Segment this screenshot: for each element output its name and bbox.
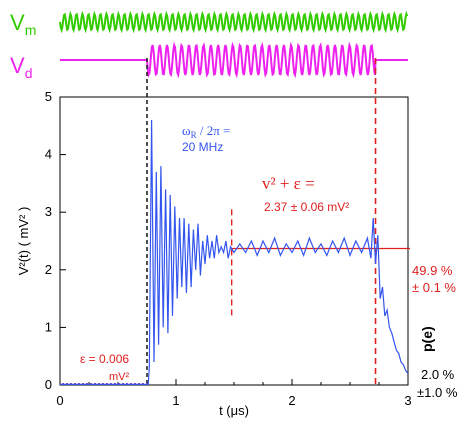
y-tick-label: 4 xyxy=(45,147,52,162)
x-tick-label: 3 xyxy=(404,393,411,408)
right-top-percent: 49.9 % xyxy=(412,263,453,278)
right-bottom-percent: 2.0 % xyxy=(421,367,455,382)
signal-series-line xyxy=(60,119,409,385)
omega-annotation: ωR / 2π = xyxy=(182,123,230,140)
vm-wave xyxy=(59,10,409,34)
epsilon-label: ε = 0.006 xyxy=(80,352,129,366)
x-tick-label: 1 xyxy=(172,393,179,408)
y-axis-label: V²(t) ( mV² ) xyxy=(16,207,31,276)
y-tick-label: 0 xyxy=(45,377,52,392)
signals-panel: Vm Vd xyxy=(10,10,409,81)
ticks: 0 1 2 3 4 5 0 1 2 3 xyxy=(45,89,412,408)
v2eps-label: v² + ε = xyxy=(262,174,315,193)
vd-wave xyxy=(60,41,408,79)
x-tick-label: 2 xyxy=(288,393,295,408)
y-tick-label: 1 xyxy=(45,319,52,334)
epsilon-unit: mV² xyxy=(109,371,130,383)
v2eps-value: 2.37 ± 0.06 mV² xyxy=(264,200,349,214)
right-bottom-uncertainty: ±1.0 % xyxy=(417,385,458,400)
x-axis-label: t (μs) xyxy=(219,403,249,418)
right-top-uncertainty: ± 0.1 % xyxy=(412,280,456,295)
y-tick-label: 5 xyxy=(45,89,52,104)
pe-axis-label: p(e) xyxy=(419,326,435,352)
omega-value: 20 MHz xyxy=(182,140,223,154)
vm-label: Vm xyxy=(10,10,36,38)
y-tick-label: 2 xyxy=(45,262,52,277)
vd-label: Vd xyxy=(10,53,32,81)
x-tick-label: 0 xyxy=(56,393,63,408)
y-tick-label: 3 xyxy=(45,204,52,219)
